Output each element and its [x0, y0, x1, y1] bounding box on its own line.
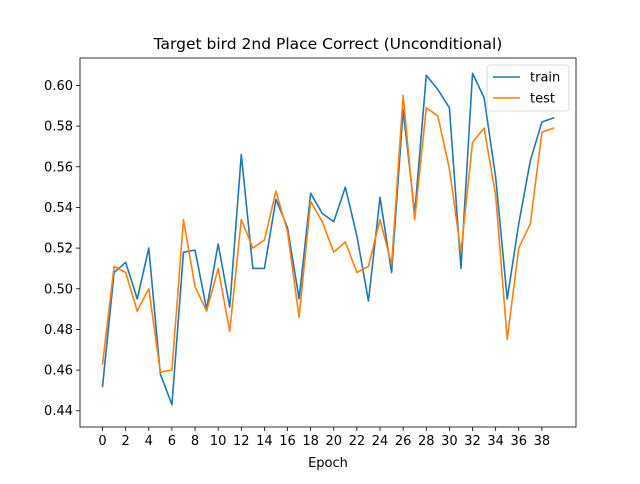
- x-tick-label: 32: [464, 434, 481, 449]
- y-tick-label: 0.56: [44, 160, 73, 175]
- legend-label-train: train: [530, 71, 560, 86]
- x-tick-label: 12: [233, 434, 250, 449]
- x-axis-label: Epoch: [308, 456, 348, 471]
- y-tick-label: 0.48: [44, 323, 73, 338]
- series-lines: [103, 73, 554, 404]
- x-tick-label: 4: [145, 434, 153, 449]
- x-tick-label: 24: [372, 434, 389, 449]
- y-tick-label: 0.58: [44, 120, 73, 135]
- x-tick-label: 8: [191, 434, 199, 449]
- x-tick-label: 18: [302, 434, 319, 449]
- x-tick-label: 26: [395, 434, 412, 449]
- x-tick-label: 28: [418, 434, 435, 449]
- x-tick-label: 6: [168, 434, 176, 449]
- x-tick-label: 16: [279, 434, 296, 449]
- x-tick-label: 22: [349, 434, 366, 449]
- x-tick-label: 20: [326, 434, 343, 449]
- x-tick-label: 2: [122, 434, 130, 449]
- y-tick-label: 0.44: [44, 404, 73, 419]
- y-tick-label: 0.50: [44, 282, 73, 297]
- series-line-test: [103, 96, 554, 373]
- y-tick-label: 0.46: [44, 364, 73, 379]
- y-tick-label: 0.52: [44, 242, 73, 257]
- legend-label-test: test: [530, 92, 555, 107]
- x-tick-label: 30: [441, 434, 458, 449]
- x-tick-label: 0: [98, 434, 106, 449]
- x-tick-label: 14: [256, 434, 273, 449]
- x-tick-label: 36: [510, 434, 527, 449]
- x-tick-label: 34: [487, 434, 504, 449]
- x-tick-label: 38: [534, 434, 551, 449]
- chart-title: Target bird 2nd Place Correct (Unconditi…: [153, 35, 503, 53]
- y-tick-label: 0.60: [44, 79, 73, 94]
- y-tick-label: 0.54: [44, 201, 73, 216]
- legend: train test: [487, 65, 569, 111]
- x-tick-label: 10: [210, 434, 227, 449]
